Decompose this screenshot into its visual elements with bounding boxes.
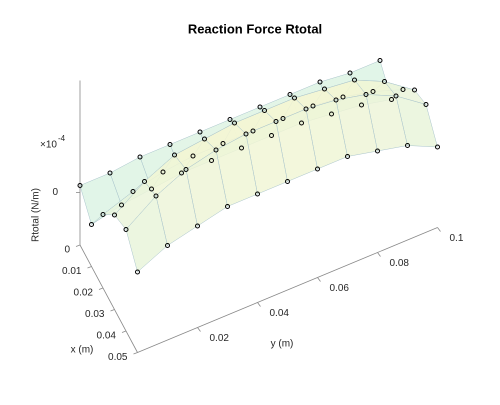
x-tick-label: 0 <box>64 245 70 256</box>
marker <box>299 120 304 126</box>
marker <box>183 167 189 172</box>
marker <box>322 86 327 92</box>
marker <box>329 111 334 117</box>
marker <box>377 58 383 63</box>
marker <box>315 166 320 172</box>
marker <box>273 119 279 124</box>
marker <box>213 147 219 153</box>
marker <box>370 89 376 94</box>
marker <box>285 179 290 184</box>
x-tick <box>98 287 104 290</box>
marker <box>405 143 410 148</box>
marker <box>280 116 286 121</box>
marker <box>119 202 124 208</box>
y-tick-label: 0.06 <box>330 283 350 294</box>
y-axis-label: y (m) <box>271 339 294 350</box>
marker <box>255 191 260 197</box>
y-tick <box>437 227 441 232</box>
marker <box>77 183 83 188</box>
marker <box>257 104 263 110</box>
z-exponent-power: -4 <box>58 134 66 143</box>
y-tick-label: 0.1 <box>450 233 464 244</box>
x-tick <box>110 309 115 312</box>
marker <box>435 144 440 150</box>
marker <box>389 97 394 102</box>
y-tick <box>257 302 261 307</box>
x-tick-label: 0.02 <box>74 288 94 299</box>
marker <box>225 204 230 209</box>
marker <box>227 117 233 122</box>
marker <box>262 108 267 113</box>
marker <box>190 153 196 159</box>
y-tick <box>377 252 381 257</box>
marker <box>209 158 214 163</box>
x-tick <box>133 352 138 355</box>
marker <box>292 95 297 101</box>
x-tick-label: 0.05 <box>108 352 128 363</box>
marker <box>220 141 226 146</box>
marker <box>160 169 166 175</box>
marker <box>347 70 353 76</box>
y-tick-label: 0.04 <box>270 308 290 319</box>
marker <box>310 103 316 109</box>
z-tick-label: 0 <box>52 187 58 198</box>
chart-title: Reaction Force Rtotal <box>188 21 322 36</box>
marker <box>167 142 173 147</box>
marker <box>303 106 309 112</box>
marker <box>352 77 357 83</box>
marker <box>112 212 117 218</box>
marker <box>142 179 147 184</box>
x-tick-label: 0.04 <box>97 331 117 342</box>
x-tick-label: 0.03 <box>85 309 105 320</box>
marker <box>130 189 136 194</box>
marker <box>197 129 203 135</box>
marker <box>172 152 177 158</box>
marker <box>412 87 417 93</box>
marker <box>239 145 244 151</box>
marker <box>250 128 256 134</box>
z-axis-label: Rtotal (N/m) <box>31 188 42 242</box>
marker <box>135 269 140 275</box>
marker <box>317 79 323 85</box>
marker <box>100 212 106 217</box>
marker <box>89 222 94 227</box>
y-tick <box>197 327 201 332</box>
marker <box>287 92 293 97</box>
marker <box>179 170 184 176</box>
marker <box>400 87 406 92</box>
y-tick-label: 0.08 <box>390 258 410 269</box>
x-axis-label: x (m) <box>71 345 94 356</box>
marker <box>345 154 350 159</box>
marker <box>333 97 339 103</box>
marker <box>393 93 399 99</box>
axis-line <box>137 227 438 353</box>
marker <box>137 154 143 160</box>
marker <box>107 170 113 176</box>
marker <box>243 131 249 137</box>
marker <box>202 136 207 142</box>
x-tick <box>87 266 92 269</box>
marker <box>363 92 369 97</box>
marker <box>153 193 159 199</box>
marker <box>195 223 200 229</box>
marker <box>269 133 274 138</box>
marker <box>382 79 387 84</box>
y-tick <box>317 277 321 282</box>
marker <box>165 243 170 248</box>
z-exponent-base: ×10 <box>40 140 57 151</box>
marker <box>123 227 129 232</box>
x-tick <box>75 244 81 247</box>
marker <box>423 102 429 107</box>
y-tick-label: 0.02 <box>210 333 230 344</box>
marker <box>359 102 364 108</box>
marker <box>149 186 154 192</box>
x-tick <box>121 330 127 333</box>
x-tick-label: 0.01 <box>62 266 82 277</box>
marker <box>232 120 237 126</box>
marker <box>340 94 346 100</box>
marker <box>375 148 380 154</box>
axis-line <box>79 244 138 353</box>
surface-face <box>125 195 168 273</box>
